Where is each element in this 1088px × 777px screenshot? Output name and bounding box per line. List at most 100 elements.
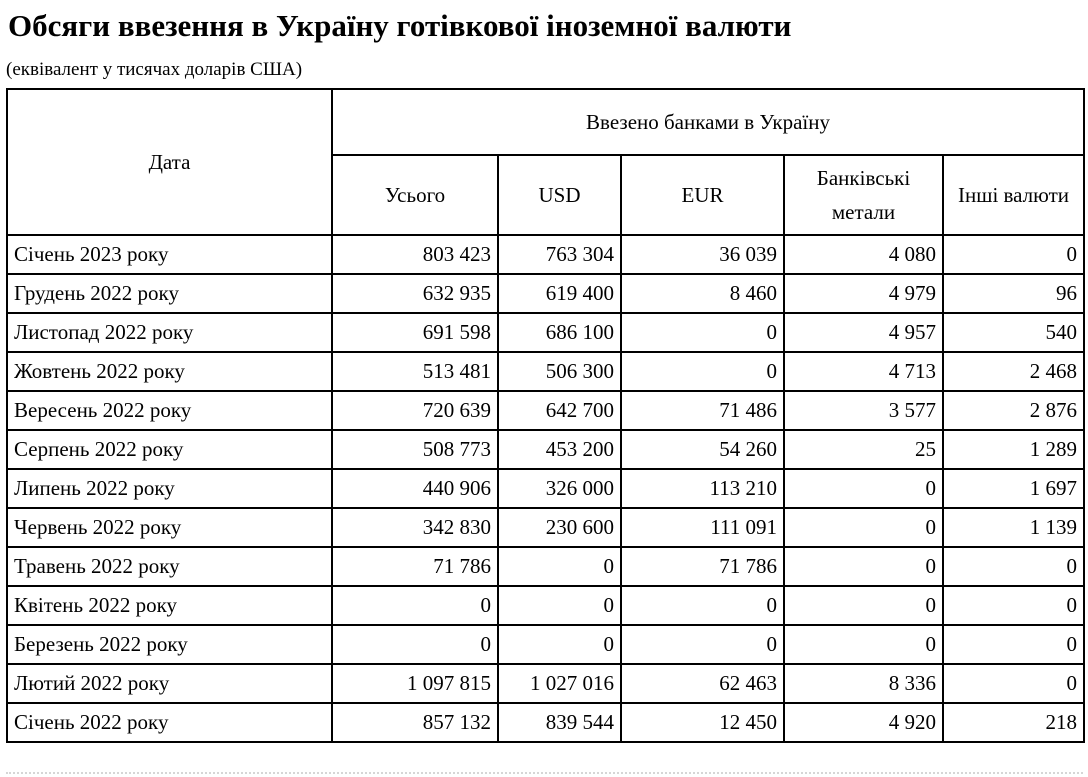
currency-import-table: Дата Ввезено банками в Україну Усього USD… bbox=[6, 88, 1086, 743]
table-row: Листопад 2022 року 691 598 686 100 0 4 957 54… bbox=[6, 312, 1086, 353]
value-cell: 2 876 bbox=[941, 390, 1086, 431]
value-cell: 1 289 bbox=[941, 429, 1086, 470]
value-cell: 0 bbox=[941, 585, 1086, 626]
date-cell: Лютий 2022 року bbox=[6, 663, 333, 704]
value-cell: 342 830 bbox=[331, 507, 499, 548]
page-title: Обсяги ввезення в Україну готівкової іно… bbox=[8, 8, 792, 43]
value-cell: 62 463 bbox=[620, 663, 785, 704]
value-cell: 8 460 bbox=[620, 273, 785, 314]
value-cell: 0 bbox=[941, 546, 1086, 587]
table-body: Січень 2023 року 803 423 763 304 36 039 4 08… bbox=[6, 234, 1086, 743]
value-cell: 0 bbox=[783, 624, 944, 665]
value-cell: 4 080 bbox=[783, 234, 944, 275]
value-cell: 71 486 bbox=[620, 390, 785, 431]
subheader-row: Усього USD EUR Банківські метали Інші валюти bbox=[7, 154, 1086, 236]
value-cell: 0 bbox=[783, 585, 944, 626]
value-cell: 230 600 bbox=[497, 507, 622, 548]
date-cell: Травень 2022 року bbox=[6, 546, 333, 587]
date-cell: Квітень 2022 року bbox=[6, 585, 333, 626]
value-cell: 3 577 bbox=[783, 390, 944, 431]
date-cell: Березень 2022 року bbox=[6, 624, 333, 665]
value-cell: 4 957 bbox=[783, 312, 944, 353]
value-cell: 691 598 bbox=[331, 312, 499, 353]
value-cell: 0 bbox=[497, 624, 622, 665]
value-cell: 4 713 bbox=[783, 351, 944, 392]
value-cell: 440 906 bbox=[331, 468, 499, 509]
value-cell: 1 139 bbox=[941, 507, 1086, 548]
page-subtitle: (еквівалент у тисячах доларів США) bbox=[6, 59, 303, 80]
value-cell: 218 bbox=[941, 702, 1086, 743]
table-row: Січень 2023 року 803 423 763 304 36 039 4 08… bbox=[6, 234, 1086, 275]
value-cell: 839 544 bbox=[497, 702, 622, 743]
date-column-header: Дата bbox=[6, 88, 333, 236]
value-cell: 857 132 bbox=[331, 702, 499, 743]
value-cell: 96 bbox=[941, 273, 1086, 314]
value-cell: 0 bbox=[783, 468, 944, 509]
value-cell: 686 100 bbox=[497, 312, 622, 353]
value-cell: 12 450 bbox=[620, 702, 785, 743]
value-cell: 0 bbox=[331, 624, 499, 665]
value-cell: 1 097 815 bbox=[331, 663, 499, 704]
value-cell: 0 bbox=[620, 585, 785, 626]
date-cell: Січень 2023 року bbox=[6, 234, 333, 275]
value-cell: 453 200 bbox=[497, 429, 622, 470]
date-cell: Червень 2022 року bbox=[6, 507, 333, 548]
value-cell: 71 786 bbox=[331, 546, 499, 587]
date-cell: Жовтень 2022 року bbox=[6, 351, 333, 392]
column-header-other-currencies: Інші валюти bbox=[941, 154, 1086, 236]
column-header-eur: EUR bbox=[620, 154, 785, 236]
date-cell: Серпень 2022 року bbox=[6, 429, 333, 470]
column-header-bank-metals: Банківські метали bbox=[783, 154, 944, 236]
value-cell: 0 bbox=[497, 585, 622, 626]
value-cell: 619 400 bbox=[497, 273, 622, 314]
value-cell: 2 468 bbox=[941, 351, 1086, 392]
table-row: Лютий 2022 року 1 097 815 1 027 016 62 463 8… bbox=[6, 663, 1086, 704]
date-cell: Грудень 2022 року bbox=[6, 273, 333, 314]
value-cell: 642 700 bbox=[497, 390, 622, 431]
value-cell: 0 bbox=[783, 546, 944, 587]
value-cell: 0 bbox=[941, 234, 1086, 275]
table-row: Вересень 2022 року 720 639 642 700 71 486 3 … bbox=[6, 390, 1086, 431]
value-cell: 326 000 bbox=[497, 468, 622, 509]
cutoff-row-border bbox=[6, 772, 1083, 774]
value-cell: 8 336 bbox=[783, 663, 944, 704]
date-cell: Липень 2022 року bbox=[6, 468, 333, 509]
table-row: Липень 2022 року 440 906 326 000 113 210 0 1 … bbox=[6, 468, 1086, 509]
table-row: Жовтень 2022 року 513 481 506 300 0 4 713 2 4… bbox=[6, 351, 1086, 392]
table-row: Серпень 2022 року 508 773 453 200 54 260 25 1… bbox=[6, 429, 1086, 470]
value-cell: 0 bbox=[620, 312, 785, 353]
value-cell: 4 979 bbox=[783, 273, 944, 314]
table-row: Березень 2022 року 0 0 0 0 0 bbox=[6, 624, 1086, 665]
value-cell: 0 bbox=[331, 585, 499, 626]
value-cell: 1 697 bbox=[941, 468, 1086, 509]
value-cell: 0 bbox=[941, 663, 1086, 704]
date-cell: Вересень 2022 року bbox=[6, 390, 333, 431]
value-cell: 803 423 bbox=[331, 234, 499, 275]
group-column-header: Ввезено банками в Україну bbox=[330, 88, 1086, 156]
value-cell: 54 260 bbox=[620, 429, 785, 470]
value-cell: 508 773 bbox=[331, 429, 499, 470]
value-cell: 632 935 bbox=[331, 273, 499, 314]
value-cell: 720 639 bbox=[331, 390, 499, 431]
group-header-row: Дата Ввезено банками в Україну bbox=[6, 88, 1086, 236]
value-cell: 36 039 bbox=[620, 234, 785, 275]
table-row: Травень 2022 року 71 786 0 71 786 0 0 bbox=[6, 546, 1086, 587]
table-row: Січень 2022 року 857 132 839 544 12 450 4 92… bbox=[6, 702, 1086, 743]
table-row: Червень 2022 року 342 830 230 600 111 091 0 1… bbox=[6, 507, 1086, 548]
table-row: Грудень 2022 року 632 935 619 400 8 460 4 97… bbox=[6, 273, 1086, 314]
value-cell: 113 210 bbox=[620, 468, 785, 509]
value-cell: 1 027 016 bbox=[497, 663, 622, 704]
value-cell: 25 bbox=[783, 429, 944, 470]
value-cell: 111 091 bbox=[620, 507, 785, 548]
column-header-total: Усього bbox=[331, 154, 499, 236]
value-cell: 763 304 bbox=[497, 234, 622, 275]
value-cell: 0 bbox=[941, 624, 1086, 665]
table-row: Квітень 2022 року 0 0 0 0 0 bbox=[6, 585, 1086, 626]
value-cell: 4 920 bbox=[783, 702, 944, 743]
table-header: Дата Ввезено банками в Україну Усього USD… bbox=[6, 88, 1086, 236]
value-cell: 0 bbox=[497, 546, 622, 587]
value-cell: 513 481 bbox=[331, 351, 499, 392]
value-cell: 540 bbox=[941, 312, 1086, 353]
column-header-usd: USD bbox=[497, 154, 622, 236]
value-cell: 0 bbox=[783, 507, 944, 548]
